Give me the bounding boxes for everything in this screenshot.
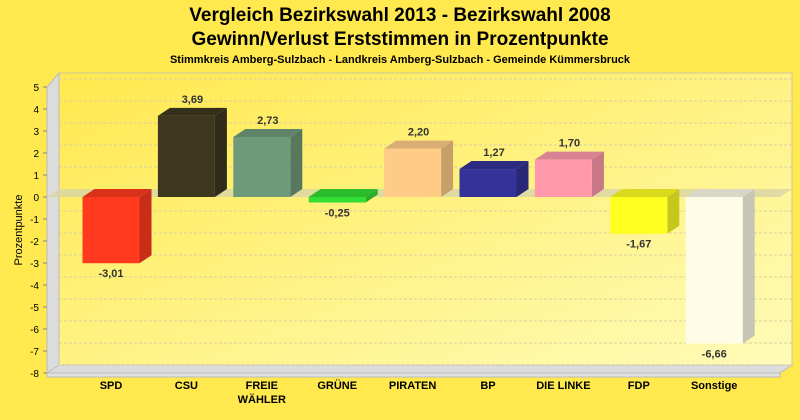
bar-top — [82, 189, 152, 197]
x-tick-label: DIE LINKE — [536, 380, 590, 392]
data-label: 2,73 — [257, 115, 278, 127]
y-tick-label: -1 — [30, 215, 39, 226]
bar-side — [290, 128, 303, 197]
bar-side — [214, 107, 227, 197]
chart-title-line1: Vergleich Bezirkswahl 2013 - Bezirkswahl… — [189, 5, 611, 26]
y-tick-label: -7 — [30, 347, 39, 358]
bar-top — [157, 107, 227, 116]
y-tick-label: -2 — [30, 237, 39, 248]
y-tick-label: 3 — [33, 127, 39, 138]
bar-front — [459, 169, 517, 197]
bar-csu — [157, 107, 227, 197]
data-label: 1,27 — [483, 147, 504, 159]
bar-die-linke — [534, 151, 604, 197]
bar-gr-ne — [308, 189, 378, 203]
y-tick-label: -3 — [30, 259, 39, 270]
data-label: 3,69 — [182, 94, 203, 106]
y-axis-label: Prozentpunkte — [13, 195, 25, 266]
data-label: -1,67 — [626, 239, 651, 251]
bar-piraten — [384, 140, 454, 197]
chart-title-line2: Gewinn/Verlust Erststimmen in Prozentpun… — [191, 29, 609, 50]
y-tick-label: 2 — [33, 149, 39, 160]
bar-top — [685, 189, 755, 197]
bar-top — [384, 140, 454, 149]
bar-side — [742, 189, 755, 344]
x-tick-label: WÄHLER — [238, 393, 286, 406]
bar-spd — [82, 189, 152, 264]
x-tick-label: PIRATEN — [389, 380, 437, 392]
x-tick-label: SPD — [100, 380, 123, 392]
bar-front — [157, 115, 215, 197]
bar-top — [534, 151, 604, 160]
data-label: 1,70 — [559, 138, 580, 150]
plot-left-wall — [46, 71, 60, 374]
y-tick-label: -8 — [30, 369, 39, 380]
data-label: -3,01 — [98, 268, 123, 280]
bar-top — [233, 128, 303, 137]
bar-side — [667, 189, 680, 234]
bar-front — [82, 197, 140, 264]
plot-floor-edge — [46, 372, 781, 378]
bar-front — [534, 159, 592, 197]
bar-side — [591, 151, 604, 197]
x-tick-label: FREIE — [246, 380, 278, 392]
y-tick-label: 5 — [33, 83, 39, 94]
chart-subtitle: Stimmkreis Amberg-Sulzbach - Landkreis A… — [169, 54, 631, 66]
x-tick-label: Sonstige — [691, 380, 737, 392]
y-tick-label: -5 — [30, 303, 39, 314]
chart-title: Vergleich Bezirkswahl 2013 - Bezirkswahl… — [0, 4, 800, 52]
bar-top — [459, 161, 529, 170]
x-tick-label: BP — [480, 380, 495, 392]
bar-front — [610, 197, 668, 234]
y-tick-label: 4 — [33, 105, 39, 116]
data-label: -6,66 — [702, 349, 727, 361]
x-tick-label: GRÜNE — [317, 379, 357, 392]
bar-side — [365, 189, 378, 203]
bar-sonstige — [685, 189, 755, 344]
y-tick-label: -4 — [30, 281, 39, 292]
bar-front — [233, 136, 291, 197]
y-tick-label: -6 — [30, 325, 39, 336]
bar-front — [384, 148, 442, 197]
bar-side — [139, 189, 152, 264]
plot-floor — [45, 364, 794, 374]
x-tick-label: FDP — [628, 380, 650, 392]
bar-freie-w-hler — [233, 128, 303, 197]
bar-top — [610, 189, 680, 197]
x-tick-label: CSU — [175, 380, 198, 392]
bar-fdp — [610, 189, 680, 234]
bar-bp — [459, 161, 529, 197]
bar-side — [441, 140, 454, 197]
bar-side — [516, 161, 529, 197]
y-tick-label: 1 — [33, 171, 39, 182]
data-label: 2,20 — [408, 127, 429, 139]
data-label: -0,25 — [325, 208, 350, 220]
y-tick-label: 0 — [33, 193, 39, 204]
bar-front — [685, 197, 743, 344]
bar-top — [308, 189, 378, 197]
bar-front — [308, 197, 366, 203]
